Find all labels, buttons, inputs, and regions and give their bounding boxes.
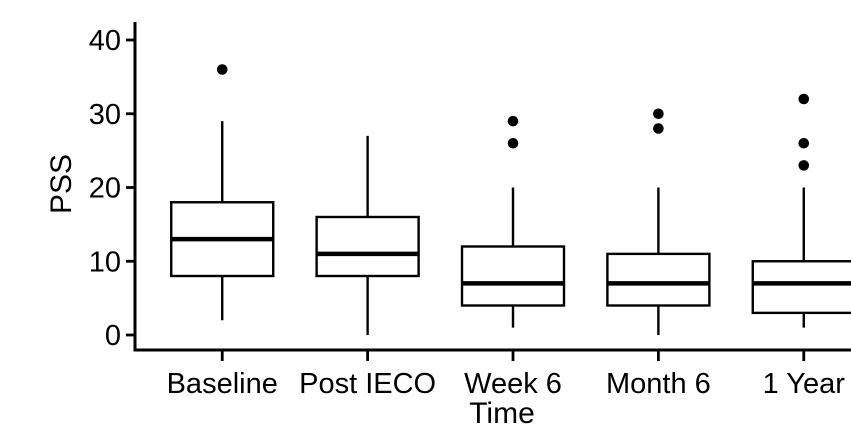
x-tick-label: Post IECO	[299, 368, 436, 400]
outlier-point	[798, 137, 810, 149]
outlier-point	[798, 160, 810, 171]
pss-boxplot-figure: 0 10 20 30 40 Baseline Post IECO Week 6 Month 6 1…	[40, 16, 851, 432]
iqr-box	[315, 215, 420, 278]
y-tick-label: 0	[105, 320, 121, 352]
outlier-point	[653, 108, 664, 120]
y-tick-label: 30	[89, 99, 121, 131]
outlier-point	[507, 137, 519, 149]
boxplot-month-6	[606, 108, 711, 335]
x-tick-label: 1 Year	[763, 368, 846, 400]
y-tick-label: 20	[89, 173, 121, 205]
outlier-point	[507, 115, 519, 127]
outlier-point	[216, 64, 228, 75]
x-tick-label: Month 6	[606, 368, 711, 400]
x-tick-label: Week 6	[464, 368, 562, 400]
boxplot-week-6	[460, 115, 566, 328]
x-axis-title: Time	[469, 397, 535, 430]
iqr-box	[751, 260, 851, 315]
x-tick-label: Baseline	[167, 368, 278, 400]
boxplot-canvas: 0 10 20 30 40 Baseline Post IECO Week 6 Month 6 1…	[89, 22, 851, 400]
outlier-point	[653, 123, 664, 134]
boxplot-baseline	[170, 64, 275, 321]
boxplot-1-year	[751, 93, 851, 328]
y-axis-title: PSS	[45, 153, 78, 215]
y-tick-label: 40	[89, 25, 121, 57]
outlier-point	[798, 93, 810, 105]
iqr-box	[460, 245, 566, 307]
y-tick-label: 10	[89, 246, 121, 278]
boxplot-post-ieco	[315, 135, 420, 335]
iqr-box	[606, 252, 711, 307]
